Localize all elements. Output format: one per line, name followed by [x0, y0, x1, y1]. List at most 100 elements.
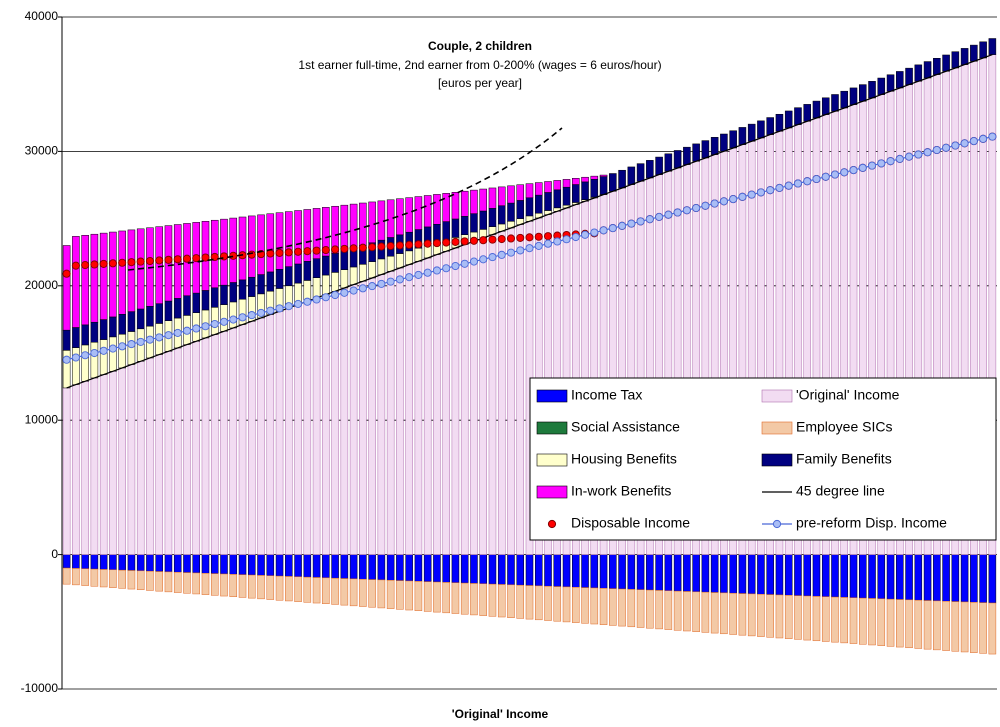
marker [192, 254, 201, 263]
x-axis-label: 'Original' Income [452, 707, 549, 721]
bar-segment [386, 554, 395, 581]
bar-segment [692, 591, 700, 632]
bar-segment [81, 235, 89, 326]
bar-segment [803, 554, 811, 597]
marker [442, 238, 451, 247]
bar-segment [312, 258, 321, 278]
bar-segment [720, 133, 728, 152]
marker [331, 290, 340, 300]
bar-segment [303, 576, 312, 603]
bar-segment [442, 251, 450, 555]
bar-segment [757, 120, 765, 139]
marker [127, 258, 136, 267]
bar-segment [516, 584, 525, 619]
bar-segment [840, 90, 849, 109]
marker [99, 346, 108, 355]
bar-segment [303, 301, 312, 555]
bar-segment [534, 554, 543, 587]
marker [525, 244, 534, 253]
bar-segment [192, 572, 201, 595]
bar-segment [710, 554, 719, 593]
bar-segment [81, 344, 89, 382]
legend-label: In-work Benefits [571, 483, 671, 499]
marker [525, 233, 534, 242]
marker [710, 199, 719, 208]
marker [442, 264, 451, 273]
bar-segment [359, 264, 367, 282]
bar-segment [62, 567, 71, 585]
bar-segment [470, 241, 478, 555]
bar-segment [794, 554, 802, 596]
bar-segment [90, 377, 99, 555]
marker [71, 353, 80, 362]
bar-segment [673, 590, 682, 631]
bar-segment [923, 61, 932, 79]
bar-segment [266, 213, 275, 273]
bar-segment [173, 347, 182, 555]
bar-segment [414, 261, 423, 555]
marker [534, 232, 543, 241]
bar-segment [266, 271, 275, 292]
bar-segment [386, 271, 395, 555]
bar-segment [553, 180, 562, 191]
bar-segment [479, 237, 487, 555]
bar-segment [923, 600, 932, 650]
marker [923, 148, 932, 157]
bar-segment [858, 84, 867, 102]
bar-segment [109, 336, 117, 372]
bar-segment [377, 554, 386, 581]
bar-segment [507, 584, 515, 618]
bar-segment [905, 554, 913, 601]
bar-segment [414, 554, 423, 582]
bar-segment [451, 192, 460, 220]
marker [877, 159, 886, 168]
marker [618, 221, 627, 230]
bar-segment [433, 254, 441, 555]
bar-segment [442, 221, 450, 241]
bar-segment [451, 247, 460, 555]
bar-segment [257, 317, 265, 555]
bar-segment [794, 595, 802, 640]
bar-segment [99, 569, 108, 588]
annotation-pointer [127, 127, 563, 271]
legend-swatch [536, 389, 568, 403]
bar-segment [303, 554, 312, 578]
marker [414, 240, 423, 249]
bar-segment [738, 554, 747, 594]
marker [775, 183, 784, 192]
bar-segment [396, 554, 404, 581]
bar-segment [821, 554, 830, 597]
bar-segment [599, 554, 608, 589]
legend-swatch [761, 421, 793, 435]
legend-label: Income Tax [571, 387, 642, 403]
bar-segment [896, 71, 904, 89]
bar-segment [683, 591, 691, 632]
marker [173, 328, 182, 337]
bar-segment [248, 321, 256, 555]
bar-segment [609, 554, 617, 589]
chart-title: Couple, 2 children [428, 39, 532, 53]
marker [969, 137, 978, 146]
bar-segment [294, 304, 302, 555]
bar-segment [655, 554, 663, 591]
marker [803, 177, 812, 186]
bar-segment [81, 324, 89, 346]
marker [145, 256, 154, 266]
bar-segment [349, 284, 358, 555]
bar-segment [868, 554, 876, 599]
bar-segment [766, 594, 774, 638]
bar-segment [312, 297, 321, 555]
bar-segment [803, 595, 811, 641]
bar-segment [581, 181, 589, 201]
y-tick-label: 30000 [25, 144, 59, 158]
bar-segment [470, 583, 478, 616]
bar-segment [470, 189, 478, 214]
bar-segment [516, 554, 525, 586]
bar-segment [442, 193, 450, 222]
marker [164, 331, 173, 340]
bar-segment [590, 175, 599, 180]
bar-segment [423, 195, 432, 228]
bar-segment [433, 581, 441, 613]
bar-segment [414, 581, 423, 611]
bar-segment [479, 210, 487, 230]
